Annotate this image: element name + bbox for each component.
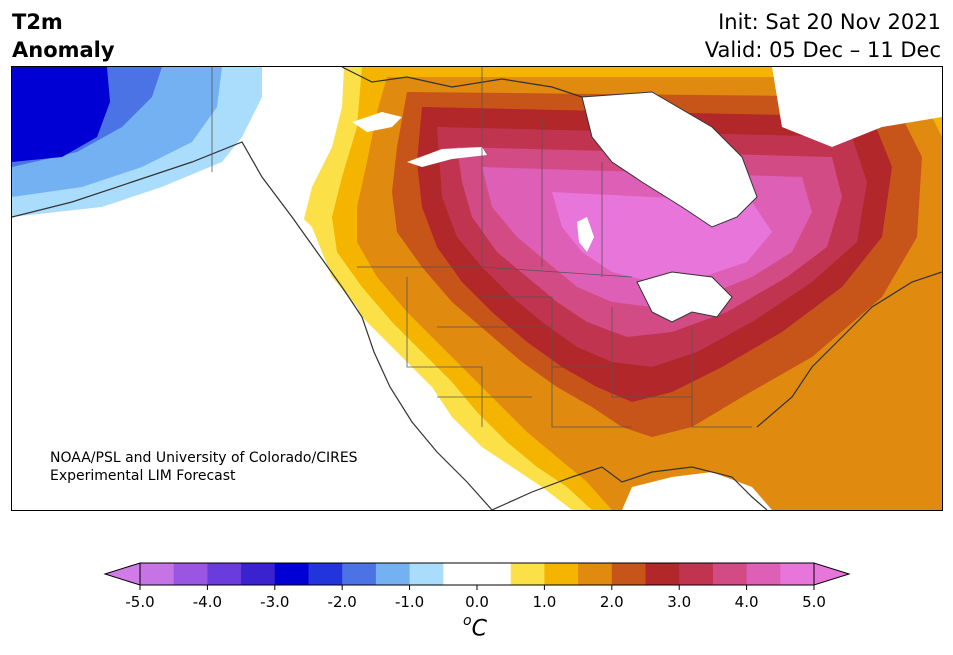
colorbar-swatch	[140, 563, 175, 585]
colorbar-tick-label: 1.0	[532, 593, 556, 611]
colorbar-tick-label: 4.0	[735, 593, 759, 611]
cold-band-dark-blue	[12, 67, 110, 162]
coastlines	[12, 67, 942, 510]
unit-degree: o	[463, 613, 472, 629]
credit-text: NOAA/PSL and University of Colorado/CIRE…	[50, 449, 358, 485]
map-title: T2m Anomaly	[12, 8, 115, 64]
colorbar-swatch	[712, 563, 748, 585]
colorbar-swatch	[746, 563, 781, 585]
political-borders	[211, 67, 752, 428]
credit-line2: Experimental LIM Forecast	[50, 468, 236, 484]
map-canvas	[12, 67, 942, 510]
colorbar-tick-label: -5.0	[125, 593, 154, 611]
colorbar-swatch	[611, 563, 646, 585]
colorbar-swatch	[780, 563, 815, 585]
colorbar-swatch	[679, 563, 714, 585]
colorbar-swatch	[207, 563, 242, 585]
colorbar-swatch	[578, 563, 613, 585]
lake-winnipeg	[577, 217, 594, 252]
colorbar-tick-label: 5.0	[802, 593, 826, 611]
colorbar-swatch	[544, 563, 579, 585]
hudson-bay	[581, 91, 758, 228]
colorbar-swatch	[308, 563, 343, 585]
forecast-dates: Init: Sat 20 Nov 2021 Valid: 05 Dec – 11…	[705, 8, 941, 64]
colorbar-swatches	[140, 563, 815, 585]
colorbar-swatch	[173, 563, 208, 585]
colorbar-swatch	[443, 563, 478, 585]
colorbar-swatch	[342, 563, 377, 585]
init-date: Init: Sat 20 Nov 2021	[718, 10, 941, 34]
pacific-ocean	[12, 162, 482, 510]
unit-label: oC	[463, 613, 487, 642]
valid-range: Valid: 05 Dec – 11 Dec	[704, 38, 941, 62]
colorbar-swatch	[375, 563, 411, 585]
colorbar-swatch	[645, 563, 680, 585]
colorbar-tick-label: 3.0	[667, 593, 691, 611]
colorbar-swatch	[274, 563, 309, 585]
colorbar-swatch	[510, 563, 545, 585]
great-slave-lake	[407, 147, 487, 167]
colorbar-tick-label: -3.0	[260, 593, 289, 611]
unit-symbol: C	[471, 616, 487, 642]
anomaly-map: NOAA/PSL and University of Colorado/CIRE…	[11, 66, 943, 511]
colorbar-min-arrow	[103, 562, 141, 586]
colorbar-tick-label: 2.0	[600, 593, 624, 611]
colorbar-tick-label: -2.0	[328, 593, 357, 611]
title-line2: Anomaly	[12, 38, 115, 62]
gulf-of-mexico	[622, 472, 772, 510]
title-line1: T2m	[12, 10, 63, 34]
colorbar-tick-label: -4.0	[193, 593, 222, 611]
colorbar-max-arrow	[813, 562, 851, 586]
colorbar-ticks: -5.0 -4.0 -3.0 -2.0 -1.0 0.0 1.0 2.0 3.0 4.0 5.0	[125, 585, 826, 611]
great-bear-lake	[352, 112, 402, 132]
credit-line1: NOAA/PSL and University of Colorado/CIRE…	[50, 450, 358, 466]
labrador-sea	[772, 67, 942, 147]
colorbar-swatch	[409, 563, 444, 585]
colorbar-swatch	[477, 563, 512, 585]
colorbar-swatch	[241, 563, 276, 585]
colorbar-tick-label: 0.0	[465, 593, 489, 611]
colorbar-tick-label: -1.0	[395, 593, 424, 611]
great-lakes	[636, 271, 733, 323]
